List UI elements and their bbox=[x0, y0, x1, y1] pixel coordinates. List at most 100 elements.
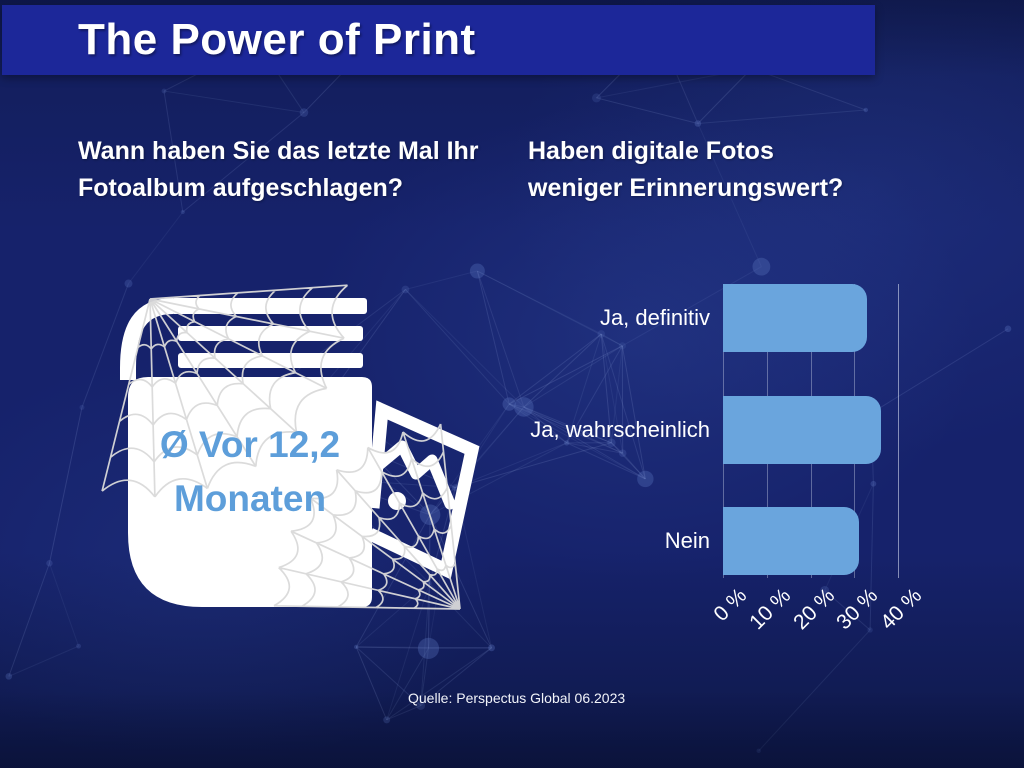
network-node bbox=[161, 88, 167, 94]
network-node bbox=[752, 257, 771, 276]
network-node bbox=[401, 285, 410, 294]
photo-album-illustration bbox=[101, 284, 480, 610]
network-line bbox=[405, 289, 525, 408]
network-line bbox=[420, 648, 429, 706]
network-node bbox=[383, 716, 391, 724]
network-line bbox=[508, 345, 623, 405]
network-line bbox=[596, 97, 699, 124]
network-line bbox=[355, 646, 422, 706]
network-line bbox=[523, 345, 623, 408]
network-line bbox=[611, 442, 624, 454]
network-node bbox=[618, 342, 626, 350]
network-node bbox=[870, 480, 877, 487]
network-line bbox=[758, 629, 871, 752]
photo-album-icon bbox=[120, 298, 372, 607]
network-line bbox=[48, 563, 80, 647]
cobweb-top-left-icon bbox=[101, 284, 349, 498]
network-node bbox=[591, 93, 601, 103]
network-line bbox=[420, 583, 430, 706]
network-line bbox=[523, 406, 612, 444]
bar bbox=[723, 284, 868, 352]
network-line bbox=[622, 266, 762, 347]
network-line bbox=[163, 90, 184, 213]
network-node bbox=[416, 701, 426, 710]
bar-chart: Ja, definitiv Ja, wahrscheinlich Nein 0 % 1… bbox=[520, 284, 1000, 684]
network-line bbox=[697, 109, 866, 125]
bar-label: Ja, definitiv bbox=[599, 305, 710, 330]
network-line bbox=[509, 403, 612, 444]
network-line bbox=[81, 283, 129, 408]
network-line bbox=[355, 582, 430, 648]
network-line bbox=[601, 333, 623, 347]
network-line bbox=[566, 333, 602, 444]
network-node bbox=[637, 470, 654, 488]
network-line bbox=[566, 345, 623, 444]
network-node bbox=[76, 643, 81, 649]
network-line bbox=[508, 403, 623, 454]
bar-label: Ja, wahrscheinlich bbox=[530, 417, 710, 442]
network-line bbox=[508, 333, 602, 405]
network-line bbox=[386, 648, 429, 721]
chart-row: Nein bbox=[520, 507, 1000, 575]
network-line bbox=[428, 514, 431, 584]
network-line bbox=[523, 406, 646, 480]
network-line bbox=[420, 647, 492, 707]
network-node bbox=[863, 107, 868, 113]
network-line bbox=[566, 442, 623, 454]
network-line bbox=[621, 345, 646, 480]
network-line bbox=[355, 646, 388, 721]
network-line bbox=[128, 211, 184, 284]
network-line bbox=[523, 406, 568, 444]
network-node bbox=[427, 580, 432, 586]
network-line bbox=[600, 333, 624, 454]
network-line bbox=[386, 647, 492, 721]
network-node bbox=[79, 404, 85, 410]
network-node bbox=[469, 263, 485, 279]
network-node bbox=[694, 120, 702, 127]
network-node bbox=[756, 748, 761, 754]
network-node bbox=[820, 585, 830, 595]
network-line bbox=[870, 328, 1009, 414]
network-line bbox=[611, 442, 646, 480]
network-line bbox=[386, 583, 430, 720]
network-line bbox=[405, 270, 478, 290]
network-line bbox=[610, 345, 623, 443]
network-line bbox=[386, 705, 421, 721]
network-node bbox=[597, 330, 606, 338]
network-node bbox=[46, 560, 53, 567]
network-line bbox=[477, 270, 623, 347]
bar bbox=[723, 507, 859, 575]
network-line bbox=[356, 646, 492, 649]
network-node bbox=[607, 438, 616, 447]
network-line bbox=[428, 647, 492, 649]
network-line bbox=[405, 289, 510, 405]
chart-row: Ja, definitiv bbox=[520, 284, 1000, 352]
network-line bbox=[476, 270, 525, 408]
network-line bbox=[455, 442, 567, 488]
network-node bbox=[618, 449, 627, 458]
network-line bbox=[824, 590, 871, 631]
question-right: Haben digitale Fotos weniger Erinnerungs… bbox=[528, 137, 844, 202]
network-line bbox=[622, 452, 646, 480]
network-line bbox=[429, 514, 493, 649]
gridline bbox=[898, 284, 899, 578]
network-line bbox=[869, 483, 874, 630]
bar-label: Nein bbox=[664, 528, 710, 553]
network-node bbox=[299, 108, 309, 117]
network-node bbox=[502, 397, 516, 411]
network-line bbox=[48, 407, 83, 564]
album-stat-text: Ø Vor 12,2 Monaten bbox=[159, 424, 341, 519]
cobweb-bottom-right-icon bbox=[273, 423, 461, 610]
page-title: The Power of Print bbox=[78, 15, 476, 64]
network-line bbox=[523, 333, 602, 408]
network-node bbox=[564, 440, 570, 446]
network-line bbox=[523, 406, 623, 454]
header-bar: The Power of Print bbox=[2, 5, 875, 75]
question-left: Wann haben Sie das letzte Mal Ihr Fotoal… bbox=[78, 137, 479, 202]
network-line bbox=[476, 270, 510, 405]
network-node bbox=[417, 637, 440, 659]
network-line bbox=[566, 442, 646, 480]
network-line bbox=[697, 123, 762, 267]
network-line bbox=[697, 67, 753, 124]
